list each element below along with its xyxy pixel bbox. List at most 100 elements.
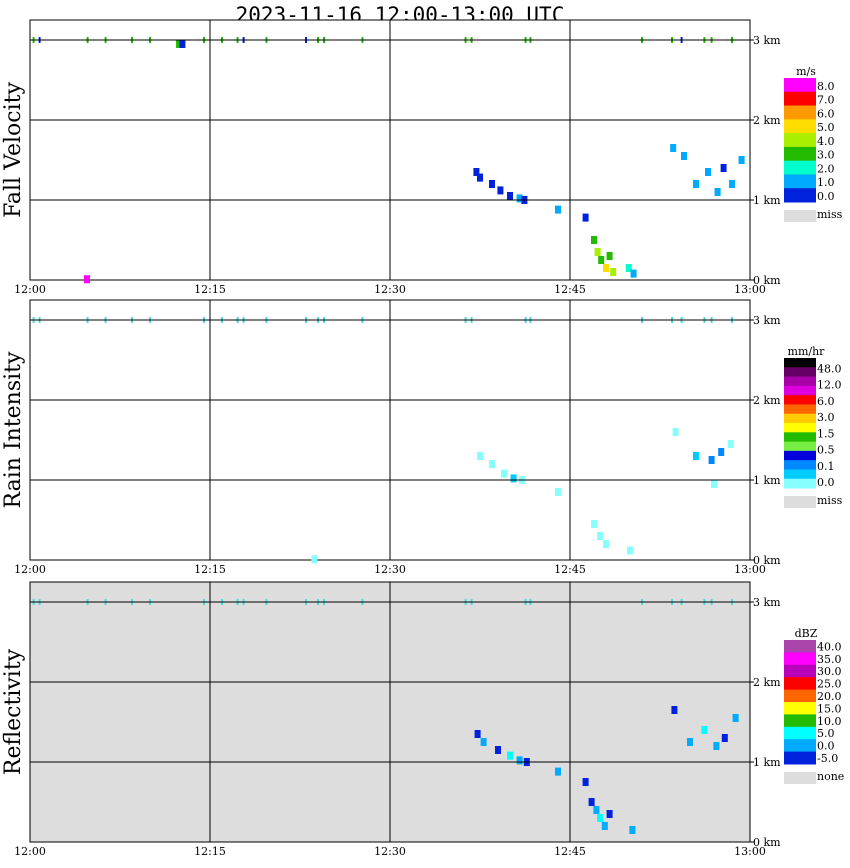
panel-2-data-cell [713,742,720,750]
panel-1-x-tick-label: 12:30 [374,563,406,576]
panel-2-x-tick-label: 12:00 [14,845,46,858]
panel-0-legend-swatch [784,119,816,134]
panel-0-x-tick-label: 12:30 [374,283,406,296]
panel-2-data-cell [582,778,589,786]
panel-0-data-cell [625,264,632,272]
panel-0-data-cell [705,168,711,176]
panel-1-legend-unit: mm/hr [788,345,826,358]
panel-1-data-cell [718,448,725,456]
panel-1-data-cell [708,456,715,464]
panel-0-data-cell [555,205,561,214]
panel-2-legend-label: 25.0 [817,678,842,691]
panel-2-legend-label: 10.0 [817,715,842,728]
panel-2-data-cell [671,706,678,714]
panel-1-y-tick-label: 1 km [753,474,781,487]
panel-0-data-cell [477,173,483,182]
panel-0-data-cell [606,252,613,260]
panel-2-y-tick-label: 0 km [753,836,781,849]
panel-2-y-tick-label: 1 km [753,756,781,769]
panel-2-legend-swatch [784,689,816,703]
panel-2-legend-swatch [784,751,816,765]
panel-1-legend-label: 12.0 [817,379,842,392]
panel-0-legend-swatch [784,91,816,107]
panel-1-x-tick-label: 12:00 [14,563,46,576]
panel-0-data-cell [594,248,601,256]
panel-1-data-cell [597,532,603,540]
panel-1-legend-swatch [784,376,816,387]
panel-1-legend-label: 0.0 [817,476,835,489]
panel-2-legend-unit: dBZ [795,627,818,640]
panel-2-legend-miss-label: none [817,770,844,783]
panel-2-legend-swatch [784,677,816,691]
panel-2-legend-label: -5.0 [817,752,838,765]
panel-2-legend-swatch [784,739,816,753]
panel-2-x-tick-label: 12:15 [194,845,226,858]
panel-1-legend-label: 0.1 [817,460,835,473]
panel-0-x-tick-label: 12:15 [194,283,226,296]
panel-1-data-cell [477,452,483,460]
panel-1-legend-swatch [784,358,816,368]
panel-1-data-cell [591,520,597,528]
panel-1-legend-label: 1.5 [817,427,835,440]
panel-0-data-cell [591,236,597,244]
panel-0-legend-miss-label: miss [817,208,843,221]
panel-1-data-cell [627,546,633,555]
panel-1-legend-swatch [784,478,816,489]
panel-2-ylabel: Reflectivity [1,648,26,775]
panel-2-legend-label: 30.0 [817,665,842,678]
panel-1-legend-label: 0.5 [817,444,835,457]
panel-1-data-cell [711,480,717,488]
panel-1-legend-swatch [784,385,816,396]
panel-2-data-cell [516,756,523,765]
panel-1-legend-swatch [784,432,816,443]
panel-2-legend-swatch [784,714,816,728]
panel-2-legend-label: 40.0 [817,640,842,653]
panel-1-legend-swatch [784,404,816,415]
panel-2-data-cell [629,826,636,834]
panel-0-data-cell [670,144,677,152]
panel-0-legend-swatch [784,78,816,93]
panel-2-legend-label: 15.0 [817,702,842,715]
panel-2-y-tick-label: 3 km [753,596,781,609]
panel-1-data-cell [510,474,517,483]
panel-2-data-cell [507,751,513,760]
panel-0-legend-label: 7.0 [817,94,835,107]
panel-1-y-tick-label: 2 km [753,394,781,407]
panel-0-data-cell [176,40,183,48]
panel-0-legend-miss-swatch [784,210,816,222]
panel-1-legend-swatch [784,423,816,433]
panel-1-x-tick-label: 12:45 [554,563,586,576]
panel-0-data-cell [610,268,617,276]
panel-0-data-cell [681,152,687,160]
panel-0-legend-label: 2.0 [817,162,835,175]
panel-0-data-cell [738,156,745,164]
panel-0-data-cell [497,186,504,195]
panel-0-data-cell [729,180,735,188]
panel-2-legend-swatch [784,726,816,740]
panel-0-data-cell [582,213,589,222]
panel-2-data-cell [474,730,481,738]
panel-0-legend-swatch [784,105,816,120]
panel-2-data-cell [555,767,561,776]
panel-1-data-cell [603,540,609,548]
panel-0-legend-swatch [784,160,816,175]
panel-1-legend-label: 3.0 [817,411,835,424]
panel-2-data-cell [721,734,728,742]
panel-0-legend-label: 0.0 [817,190,835,203]
panel-1-data-cell [727,440,734,448]
panel-1-legend-label: 48.0 [817,362,842,375]
panel-1-data-cell [501,469,507,478]
panel-1-x-tick-label: 12:15 [194,563,226,576]
panel-0-y-tick-label: 0 km [753,274,781,287]
panel-1-x-tick-label: 13:00 [734,563,766,576]
panel-2-legend-swatch [784,652,816,666]
panel-0-data-cell [714,188,721,196]
panel-2-data-cell [495,746,501,754]
panel-0-data-cell [598,256,605,264]
panel-1-data-cell [672,428,679,436]
panel-0-data-cell [473,168,480,176]
panel-2-x-tick-label: 12:30 [374,845,406,858]
panel-0-legend-label: 4.0 [817,135,835,148]
panel-1-y-tick-label: 0 km [753,554,781,567]
